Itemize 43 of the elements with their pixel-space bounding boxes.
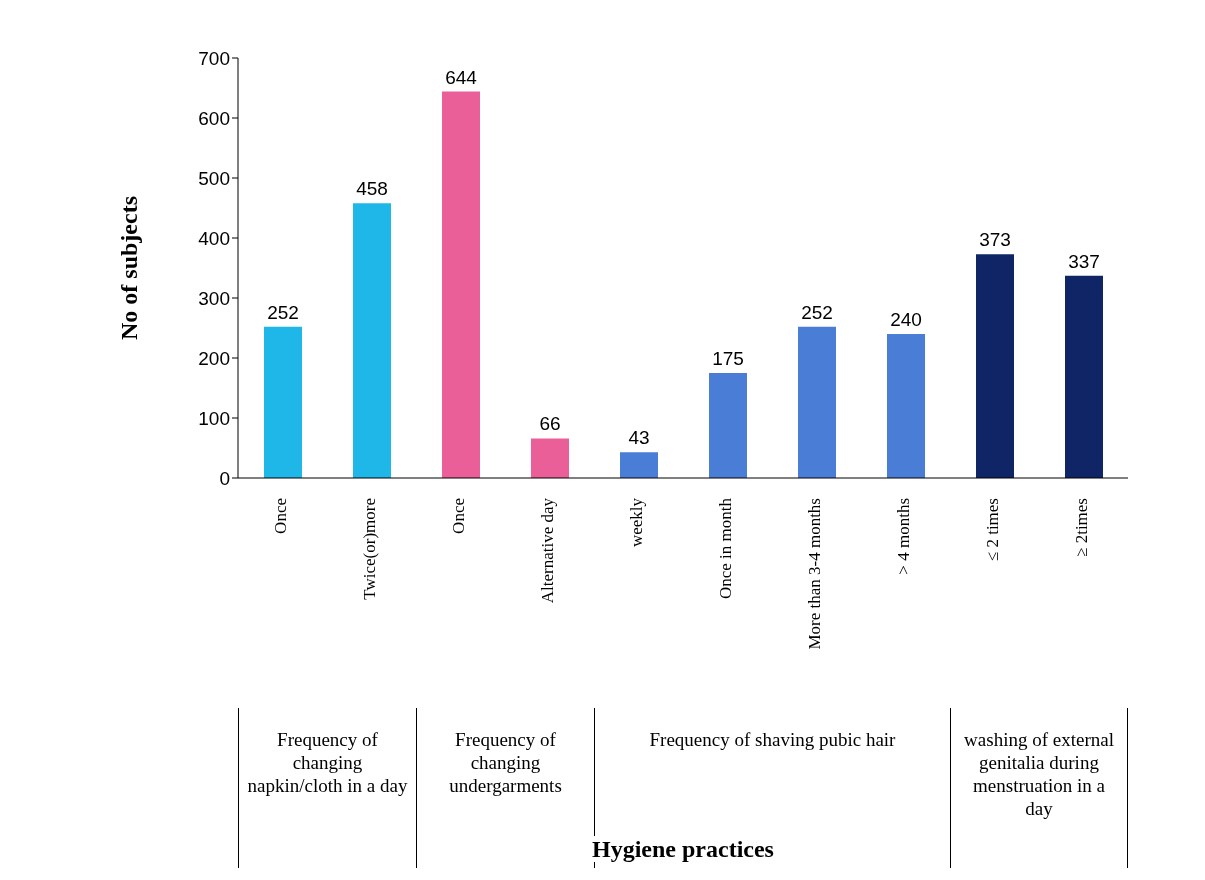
data-label: 252 bbox=[267, 301, 299, 323]
y-tick-label: 100 bbox=[198, 407, 230, 429]
data-label: 458 bbox=[356, 178, 388, 200]
x-tick-label: Twice(or)more bbox=[360, 498, 380, 600]
data-label: 66 bbox=[539, 413, 561, 435]
x-tick-label: Once bbox=[449, 498, 469, 534]
bar bbox=[1065, 275, 1103, 478]
x-tick-label: ≥ 2times bbox=[1072, 498, 1092, 557]
x-tick-label: Once bbox=[271, 498, 291, 534]
bar bbox=[887, 334, 925, 478]
bar bbox=[531, 438, 569, 478]
y-axis-title: No of subjects bbox=[115, 196, 142, 340]
text: Frequency of shaving pubic hair bbox=[649, 729, 896, 750]
bar bbox=[798, 326, 836, 478]
x-tick-label: > 4 months bbox=[894, 498, 914, 575]
x-tick-label: More than 3-4 months bbox=[805, 498, 825, 650]
bar bbox=[709, 373, 747, 478]
bar bbox=[264, 326, 302, 478]
data-label: 644 bbox=[445, 66, 478, 88]
text: washing of external genitalia during menstruation in a day bbox=[950, 708, 1128, 868]
bar bbox=[353, 203, 391, 478]
y-tick-label: 200 bbox=[198, 347, 230, 369]
bar bbox=[442, 91, 480, 478]
data-label: 337 bbox=[1068, 250, 1100, 272]
y-tick-label: 0 bbox=[219, 467, 230, 489]
x-tick-label: Alternative day bbox=[538, 497, 558, 604]
bar bbox=[976, 254, 1014, 478]
y-tick-label: 700 bbox=[198, 47, 230, 69]
y-tick-label: 600 bbox=[198, 107, 230, 129]
data-label: 240 bbox=[890, 309, 922, 330]
y-tick-label: 500 bbox=[198, 167, 230, 189]
y-tick-label: 300 bbox=[198, 287, 230, 309]
data-label: 252 bbox=[801, 301, 833, 323]
y-tick-label: 400 bbox=[198, 227, 230, 249]
x-tick-label: ≤ 2 times bbox=[983, 498, 1003, 562]
data-label: 373 bbox=[979, 229, 1011, 251]
x-tick-label: Once in month bbox=[716, 497, 736, 600]
text: Hygiene practices bbox=[586, 836, 780, 862]
text: Frequency of changing napkin/cloth in a day bbox=[238, 708, 416, 868]
data-label: 43 bbox=[628, 427, 650, 449]
data-label: 175 bbox=[712, 348, 744, 369]
bar bbox=[620, 452, 658, 478]
x-tick-label: weekly bbox=[627, 497, 647, 548]
